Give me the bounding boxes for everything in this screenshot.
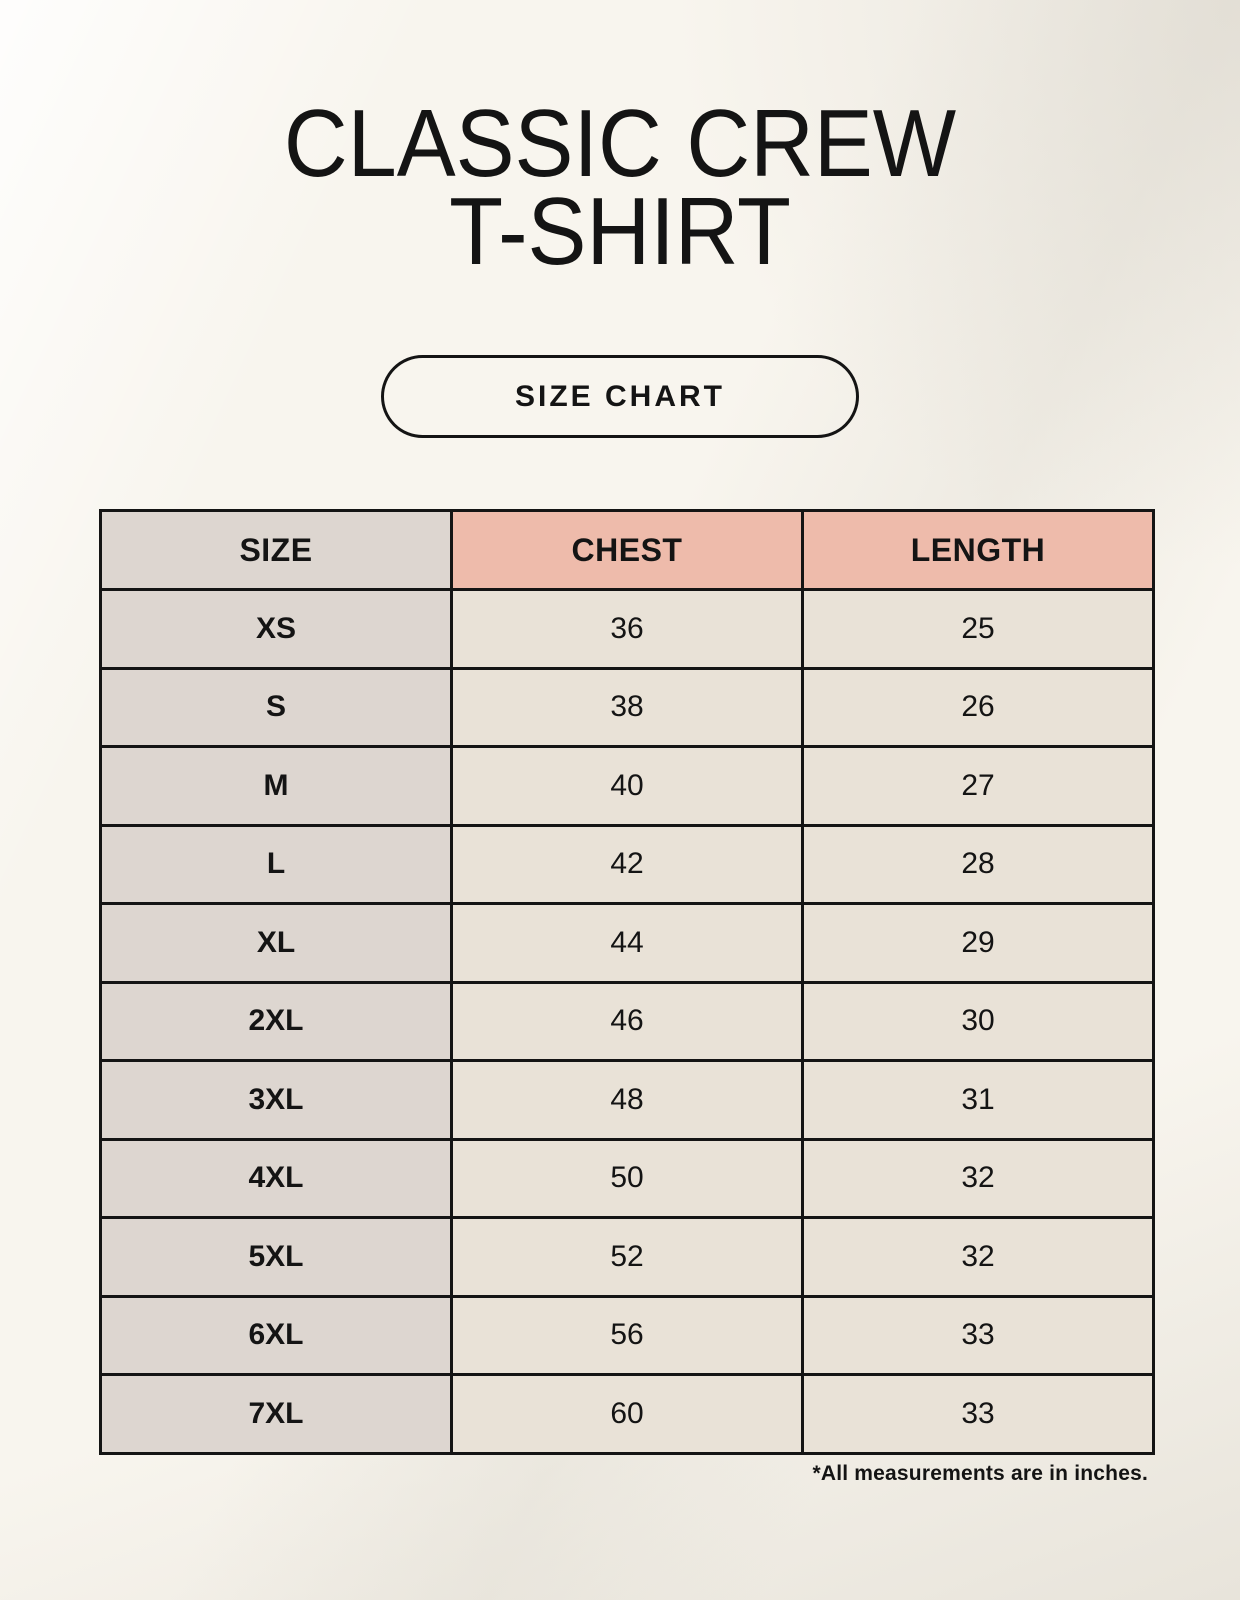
table-row: S 38 26 xyxy=(99,666,1155,748)
size-label-cell: XS xyxy=(99,588,453,670)
size-label-cell: 6XL xyxy=(99,1294,453,1376)
measurement-footnote: *All measurements are in inches. xyxy=(812,1462,1148,1485)
length-value-cell: 32 xyxy=(801,1137,1155,1219)
table-row: L 42 28 xyxy=(99,823,1155,905)
page-title-line2: T-SHIRT xyxy=(449,178,791,285)
column-header-chest: CHEST xyxy=(450,509,804,591)
size-chart-badge-label: SIZE CHART xyxy=(515,379,725,413)
size-label-cell: 5XL xyxy=(99,1216,453,1298)
column-header-length: LENGTH xyxy=(801,509,1155,591)
chest-value-cell: 50 xyxy=(450,1137,804,1219)
size-table: SIZE CHEST LENGTH XS 36 25 S 38 26 M 40 27 L 42 28 X… xyxy=(99,509,1155,1455)
length-value-cell: 31 xyxy=(801,1059,1155,1141)
length-value-cell: 25 xyxy=(801,588,1155,670)
size-label-cell: S xyxy=(99,666,453,748)
chest-value-cell: 60 xyxy=(450,1373,804,1455)
length-value-cell: 33 xyxy=(801,1373,1155,1455)
length-value-cell: 32 xyxy=(801,1216,1155,1298)
chest-value-cell: 46 xyxy=(450,980,804,1062)
size-label-cell: L xyxy=(99,823,453,905)
table-row: 6XL 56 33 xyxy=(99,1294,1155,1376)
size-chart-badge: SIZE CHART xyxy=(381,355,859,438)
length-value-cell: 28 xyxy=(801,823,1155,905)
size-table-header: SIZE CHEST LENGTH xyxy=(99,509,1155,591)
chest-value-cell: 48 xyxy=(450,1059,804,1141)
size-label-cell: M xyxy=(99,745,453,827)
chest-value-cell: 40 xyxy=(450,745,804,827)
table-row: XS 36 25 xyxy=(99,588,1155,670)
chest-value-cell: 52 xyxy=(450,1216,804,1298)
table-row: 4XL 50 32 xyxy=(99,1137,1155,1219)
table-row: M 40 27 xyxy=(99,745,1155,827)
length-value-cell: 29 xyxy=(801,902,1155,984)
length-value-cell: 30 xyxy=(801,980,1155,1062)
chest-value-cell: 38 xyxy=(450,666,804,748)
length-value-cell: 33 xyxy=(801,1294,1155,1376)
header-row: SIZE CHEST LENGTH xyxy=(99,509,1155,591)
chest-value-cell: 36 xyxy=(450,588,804,670)
table-row: 5XL 52 32 xyxy=(99,1216,1155,1298)
size-label-cell: 3XL xyxy=(99,1059,453,1141)
size-label-cell: XL xyxy=(99,902,453,984)
length-value-cell: 26 xyxy=(801,666,1155,748)
page-title-line1: CLASSIC CREW xyxy=(283,90,957,197)
size-label-cell: 7XL xyxy=(99,1373,453,1455)
size-table-body: XS 36 25 S 38 26 M 40 27 L 42 28 XL 44 29 2XL 46 30 3XL 48 3… xyxy=(99,588,1155,1455)
size-label-cell: 2XL xyxy=(99,980,453,1062)
table-row: XL 44 29 xyxy=(99,902,1155,984)
table-row: 7XL 60 33 xyxy=(99,1373,1155,1455)
column-header-size: SIZE xyxy=(99,509,453,591)
page-title: CLASSIC CREW T-SHIRT xyxy=(50,90,1191,285)
size-label-cell: 4XL xyxy=(99,1137,453,1219)
length-value-cell: 27 xyxy=(801,745,1155,827)
chest-value-cell: 42 xyxy=(450,823,804,905)
table-row: 2XL 46 30 xyxy=(99,980,1155,1062)
chest-value-cell: 44 xyxy=(450,902,804,984)
table-row: 3XL 48 31 xyxy=(99,1059,1155,1141)
chest-value-cell: 56 xyxy=(450,1294,804,1376)
